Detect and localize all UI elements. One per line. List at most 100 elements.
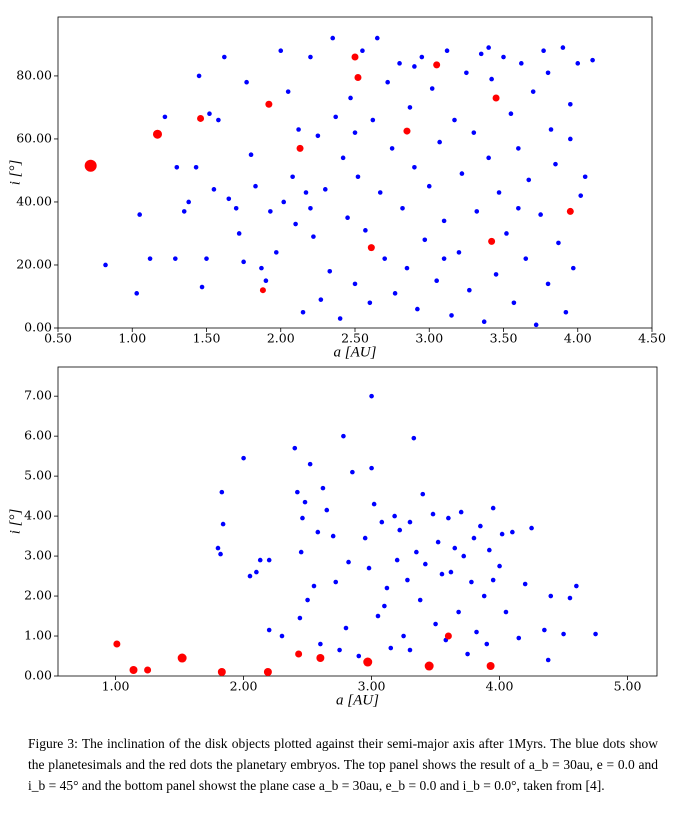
- planetesimal-dot: [553, 161, 558, 167]
- planetesimal-dot: [290, 174, 295, 180]
- planetesimal-dot: [293, 221, 298, 227]
- planetesimal-dot: [481, 593, 487, 599]
- planetesimal-dot: [371, 501, 377, 507]
- planetesimal-dot: [162, 114, 168, 120]
- planetesimal-dot: [248, 152, 254, 157]
- planetesimal-dot: [508, 111, 514, 117]
- planetesimal-dot: [458, 509, 464, 515]
- embryo-dot: [566, 207, 574, 215]
- planetesimal-dot: [369, 393, 374, 399]
- planetesimal-dot: [266, 557, 272, 563]
- planetesimal-dot: [199, 284, 205, 290]
- planetesimal-dot: [469, 579, 474, 585]
- planetesimal-dot: [407, 519, 413, 525]
- planetesimal-dot: [330, 35, 336, 41]
- planetesimal-dot: [382, 256, 388, 261]
- planetesimal-dot: [346, 559, 351, 565]
- planetesimal-dot: [493, 272, 499, 277]
- planetesimal-dot: [519, 61, 524, 66]
- x-tick-label: 4.50: [638, 331, 666, 346]
- embryo-dot: [144, 666, 152, 674]
- planetesimal-dot: [147, 256, 153, 261]
- planetesimal-dot: [556, 240, 561, 246]
- planetesimal-dot: [300, 309, 306, 315]
- planetesimal-dot: [441, 218, 447, 224]
- planetesimal-dot: [474, 629, 479, 635]
- planetesimal-dot: [337, 316, 343, 321]
- plot-frame: [57, 366, 658, 677]
- figure-caption: Figure 3: The inclination of the disk ob…: [28, 736, 658, 793]
- planetesimal-dot: [478, 51, 484, 57]
- planetesimal-dot: [481, 319, 487, 324]
- planetesimal-dot: [407, 647, 413, 653]
- planetesimal-dot: [377, 190, 383, 195]
- embryo-dot: [259, 287, 266, 294]
- planetesimal-dot: [490, 505, 496, 511]
- x-axis-label: a [AU]: [336, 692, 379, 708]
- y-tick-label: 4.00: [24, 508, 52, 523]
- planetesimal-dot: [486, 155, 491, 161]
- planetesimal-dot: [207, 111, 212, 117]
- planetesimal-dot: [298, 549, 304, 555]
- planetesimal-dot: [593, 631, 598, 637]
- planetesimal-dot: [465, 651, 470, 657]
- planetesimal-dot: [423, 561, 428, 567]
- planetesimal-dot: [548, 593, 554, 599]
- planetesimal-dot: [411, 435, 417, 441]
- planetesimal-dot: [400, 205, 405, 211]
- planetesimal-dot: [218, 551, 223, 557]
- planetesimal-dot: [405, 577, 410, 583]
- planetesimal-dot: [315, 529, 321, 535]
- planetesimal-dot: [292, 445, 298, 451]
- x-tick-label: 5.00: [614, 679, 642, 694]
- planetesimal-dot: [486, 45, 491, 50]
- planetesimal-dot: [446, 515, 451, 521]
- planetesimal-dot: [435, 539, 441, 545]
- planetesimal-dot: [422, 237, 428, 243]
- planetesimal-dot: [302, 499, 308, 505]
- x-tick-label: 4.00: [564, 331, 592, 346]
- planetesimal-dot: [303, 190, 309, 195]
- planetesimal-dot: [320, 485, 326, 491]
- planetesimal-dot: [327, 268, 333, 274]
- planetesimal-dot: [257, 557, 263, 563]
- planetesimal-dot: [215, 545, 221, 551]
- planetesimal-dot: [538, 212, 543, 217]
- planetesimal-dot: [426, 183, 432, 189]
- embryo-dot: [367, 244, 375, 252]
- y-tick-label: 20.00: [16, 256, 52, 271]
- planetesimal-dot: [496, 190, 502, 195]
- planetesimal-dot: [295, 489, 300, 495]
- embryo-dot: [295, 650, 303, 658]
- planetesimal-dot: [134, 291, 140, 296]
- y-tick-label: 80.00: [16, 67, 52, 82]
- planetesimal-dot: [504, 231, 509, 236]
- planetesimal-dot: [323, 187, 328, 192]
- planetesimal-dot: [300, 515, 305, 521]
- planetesimal-dot: [419, 54, 425, 60]
- planetesimal-dot: [560, 45, 566, 50]
- planetesimal-dot: [263, 278, 269, 284]
- embryo-dot: [424, 661, 434, 671]
- planetesimal-dot: [511, 300, 517, 306]
- planetesimal-dot: [497, 563, 502, 569]
- planetesimal-dot: [219, 489, 225, 495]
- planetesimal-dot: [318, 641, 323, 647]
- planetesimal-dot: [281, 199, 287, 205]
- planetesimal-dot: [285, 89, 291, 94]
- embryo-dot: [433, 61, 441, 69]
- y-tick-label: 3.00: [24, 548, 52, 563]
- planetesimal-dot: [582, 174, 588, 180]
- x-tick-label: 2.00: [230, 679, 258, 694]
- planetesimal-dot: [279, 633, 285, 639]
- y-tick-label: 7.00: [24, 388, 52, 403]
- planetesimal-dot: [590, 57, 595, 63]
- planetesimal-dot: [311, 583, 317, 589]
- planetesimal-dot: [561, 631, 566, 637]
- planetesimal-dot: [345, 215, 350, 221]
- planetesimal-dot: [464, 70, 469, 76]
- planetesimal-dot: [216, 117, 221, 123]
- planetesimal-dot: [307, 461, 313, 467]
- planetesimal-dot: [568, 101, 573, 107]
- planetesimal-dot: [273, 250, 279, 255]
